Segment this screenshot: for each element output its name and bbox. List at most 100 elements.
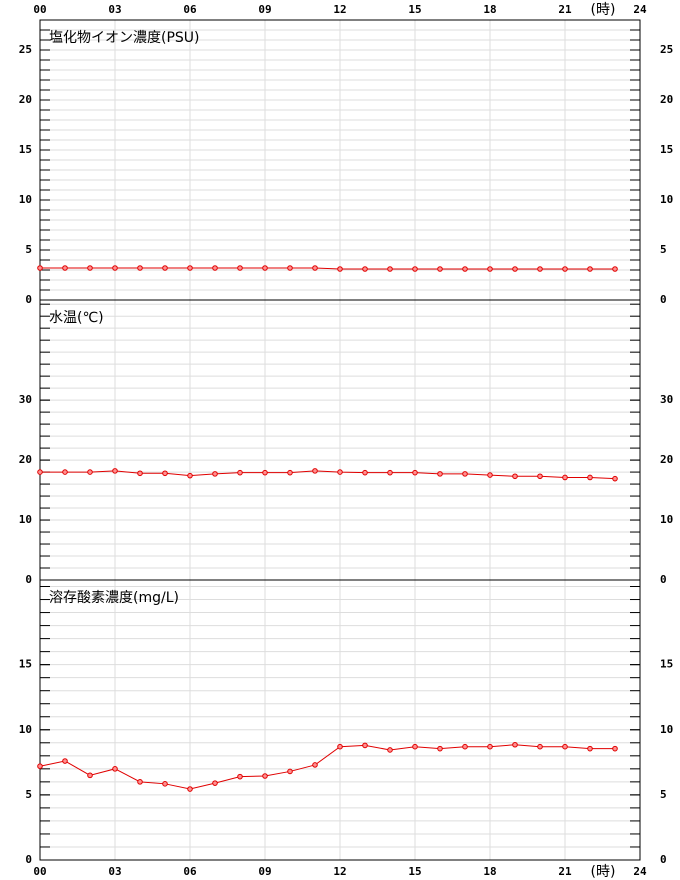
y-tick-label: 0 [660,853,667,866]
x-tick-label: 21 [558,3,572,16]
y-tick-label: 10 [19,193,32,206]
data-point [237,773,243,780]
data-point [187,472,193,479]
y-tick-label: 0 [660,573,667,586]
data-point [412,266,418,272]
x-tick-label: 03 [108,865,121,878]
y-tick-label: 20 [660,453,673,466]
y-tick-label: 10 [660,723,673,736]
y-tick-label: 5 [660,243,667,256]
x-tick-label: 09 [258,3,271,16]
data-point [312,265,318,271]
data-point [437,745,443,752]
x-tick-label: 09 [258,865,271,878]
data-point [562,266,568,272]
data-point [212,471,218,477]
data-point [262,265,268,271]
data-point [137,470,143,477]
x-tick-label: 24 [633,3,647,16]
data-point [162,781,168,787]
data-point [362,469,368,476]
y-tick-label: 10 [660,513,673,526]
data-point [312,762,318,768]
data-point [112,265,118,271]
data-point [462,266,468,272]
data-point [312,468,318,474]
data-point [437,266,443,272]
data-point [337,743,343,750]
panel-title: 溶存酸素濃度(mg/L) [49,590,179,606]
data-point [362,266,368,272]
data-point [262,469,268,476]
x-tick-label: 15 [408,3,421,16]
data-point [187,265,193,271]
data-point [37,469,43,475]
data-point [537,266,543,272]
data-point [362,742,368,749]
y-tick-label: 10 [19,513,32,526]
y-tick-label: 20 [19,93,32,106]
x-tick-label: 03 [108,3,121,16]
data-point [387,266,393,272]
data-point [287,768,293,775]
data-point [462,471,468,477]
data-point [512,473,518,480]
y-tick-label: 15 [19,143,32,156]
data-point [412,469,418,476]
y-tick-label: 5 [25,243,32,256]
panel-frame [39,579,641,861]
data-point [187,786,193,792]
data-point [287,265,293,271]
y-tick-label: 0 [660,293,667,306]
panel-title: 水温(℃) [49,310,104,326]
data-point [462,743,468,750]
panel-title: 塩化物イオン濃度(PSU) [49,30,200,46]
y-tick-label: 30 [19,393,32,406]
y-tick-label: 30 [660,393,673,406]
data-point [612,266,618,272]
data-line [40,267,615,270]
data-point [137,779,143,785]
data-point [87,469,93,475]
data-line [39,744,615,790]
x-tick-label: 21 [558,865,572,878]
data-point [37,763,43,770]
data-point [587,266,593,272]
data-point [612,745,618,752]
data-point [537,473,543,480]
y-tick-label: 10 [19,723,32,736]
data-point [212,780,218,786]
x-tick-label: 06 [183,3,197,16]
x-tick-label: 18 [483,3,496,16]
x-tick-label: 00 [33,3,46,16]
data-point [87,772,93,779]
data-point [37,265,43,271]
data-point [337,469,343,475]
data-point [162,265,168,271]
data-point [262,773,268,779]
data-point [287,469,293,476]
x-tick-label: 15 [408,865,421,878]
y-tick-label: 10 [660,193,673,206]
y-tick-label: 5 [25,788,32,801]
data-point [612,475,618,482]
data-point [212,265,218,271]
data-point [137,265,143,271]
data-point [587,474,593,481]
data-point [487,472,493,478]
data-point [112,766,118,772]
y-tick-label: 20 [660,93,673,106]
data-point [487,266,493,272]
x-tick-label: 06 [183,865,197,878]
data-point [562,474,568,481]
data-point [237,265,243,271]
data-point [62,758,68,764]
y-tick-label: 15 [660,143,673,156]
data-point [512,266,518,272]
x-axis-label: (時) [591,2,616,18]
y-tick-label: 20 [19,453,32,466]
data-point [537,743,543,750]
y-tick-label: 5 [660,788,667,801]
data-point [87,265,93,271]
